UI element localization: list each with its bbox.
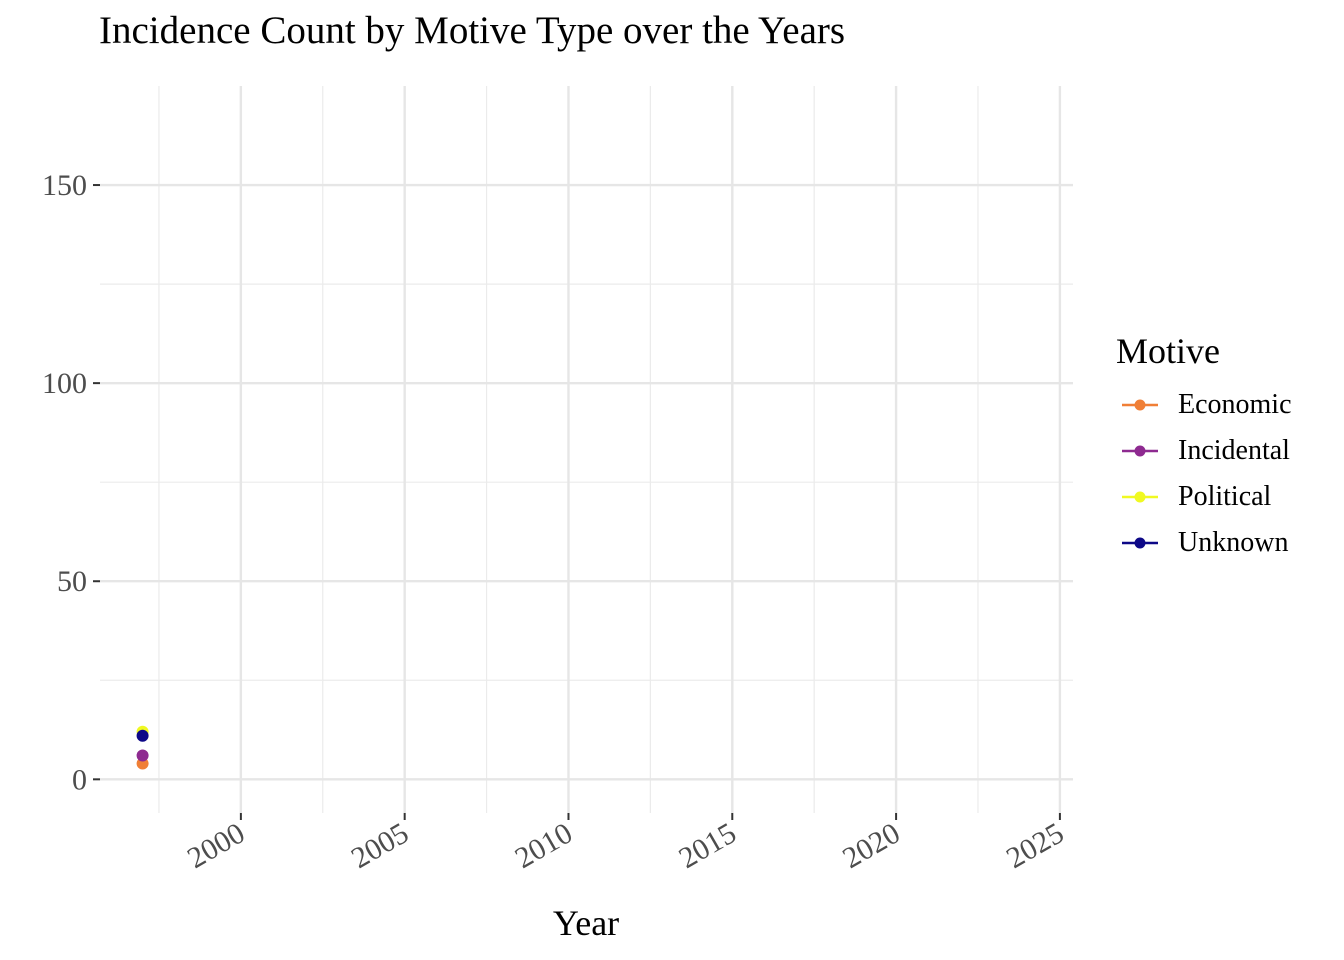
- x-axis-tick-labels: 2000 2005 2010 2015 2020 2025: [182, 816, 1069, 875]
- x-tick-label-2025: 2025: [1001, 816, 1069, 875]
- legend-title: Motive: [1116, 331, 1220, 371]
- y-tick-label-150: 150: [42, 169, 87, 202]
- legend-key-point-political: [1134, 491, 1146, 503]
- minor-gridlines: [100, 86, 1073, 813]
- x-tick-label-2000: 2000: [182, 816, 250, 875]
- data-point-incidental-1997: [136, 749, 149, 762]
- legend-item-political: Political: [1116, 474, 1340, 520]
- axis-ticks: [93, 184, 1061, 820]
- major-gridlines: [100, 86, 1073, 813]
- legend-label-unknown: Unknown: [1178, 527, 1289, 558]
- legend-key-unknown: [1122, 537, 1158, 549]
- legend-key-incidental: [1122, 445, 1158, 457]
- chart-title: Incidence Count by Motive Type over the …: [99, 9, 846, 52]
- legend-key-point-unknown: [1134, 537, 1146, 549]
- y-axis-tick-labels: 0 50 100 150: [42, 169, 87, 796]
- legend: Motive Economic Incidental Political Unknow…: [1116, 330, 1340, 566]
- legend-items: Economic Incidental Political Unknown: [1116, 382, 1340, 566]
- x-tick-label-2005: 2005: [346, 816, 414, 875]
- legend-item-incidental: Incidental: [1116, 428, 1340, 474]
- legend-item-economic: Economic: [1116, 382, 1340, 428]
- series-unknown: [136, 729, 149, 742]
- x-axis-title: Year: [553, 903, 619, 943]
- data-point-unknown-1997: [136, 729, 149, 742]
- y-tick-label-50: 50: [57, 565, 87, 598]
- x-tick-label-2020: 2020: [837, 816, 905, 875]
- legend-item-unknown: Unknown: [1116, 520, 1340, 566]
- legend-label-incidental: Incidental: [1178, 435, 1290, 466]
- x-tick-label-2010: 2010: [510, 816, 578, 875]
- x-tick-label-2015: 2015: [673, 816, 741, 875]
- legend-key-economic: [1122, 399, 1158, 411]
- series-incidental: [136, 749, 149, 762]
- legend-key-political: [1122, 491, 1158, 503]
- legend-key-point-economic: [1134, 399, 1146, 411]
- legend-label-political: Political: [1178, 481, 1272, 512]
- y-tick-label-0: 0: [72, 763, 87, 796]
- y-tick-label-100: 100: [42, 367, 87, 400]
- legend-label-economic: Economic: [1178, 389, 1292, 420]
- legend-key-point-incidental: [1134, 445, 1146, 457]
- series-layer: [136, 725, 149, 770]
